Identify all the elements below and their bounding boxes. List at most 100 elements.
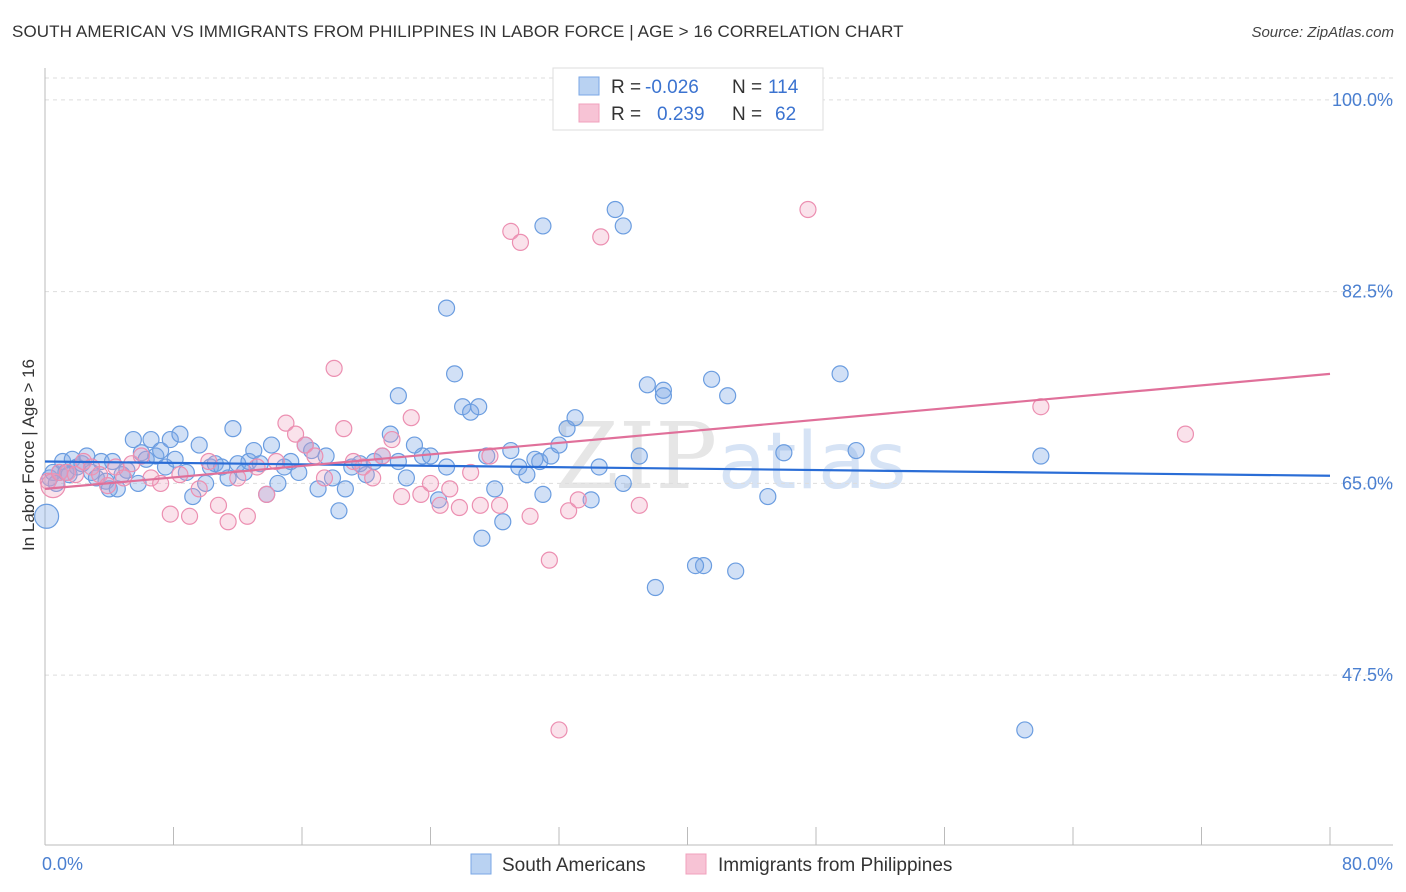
y-tick-label: 100.0% <box>1332 90 1393 110</box>
point-south-americans <box>638 376 656 394</box>
point-south-americans <box>582 491 600 509</box>
point-south-americans <box>269 474 287 493</box>
point-philippines <box>412 485 430 503</box>
point-philippines <box>180 507 199 525</box>
point-south-americans <box>719 387 737 405</box>
y-axis-title: In Labor Force | Age > 16 <box>19 359 38 551</box>
point-south-americans <box>702 370 721 388</box>
point-south-americans <box>654 381 673 399</box>
point-south-americans <box>389 387 407 405</box>
point-philippines <box>286 425 305 443</box>
point-south-americans <box>166 450 184 468</box>
legend-label-south-americans: South Americans <box>502 855 646 876</box>
point-south-americans <box>727 562 745 580</box>
point-philippines <box>383 430 401 449</box>
point-philippines <box>161 505 179 523</box>
point-philippines <box>277 414 295 432</box>
point-philippines <box>560 502 578 520</box>
point-philippines <box>335 420 353 438</box>
legend-r-label-pink: R = <box>611 104 641 125</box>
point-south-americans <box>330 502 348 520</box>
trend-line-south-americans <box>44 460 1331 477</box>
point-south-americans <box>550 436 568 454</box>
point-south-americans <box>1016 721 1034 739</box>
point-philippines <box>799 200 817 219</box>
legend-r-label-blue: R = <box>611 77 641 98</box>
point-south-americans <box>190 436 208 454</box>
point-south-americans <box>142 430 160 449</box>
point-south-americans <box>646 578 664 597</box>
point-south-americans <box>494 513 512 531</box>
point-philippines <box>315 469 334 487</box>
point-philippines <box>592 228 610 246</box>
point-south-americans <box>161 430 179 449</box>
watermark-atlas: atlas <box>718 417 907 507</box>
legend-n-value-blue: 114 <box>768 77 799 98</box>
legend-swatch-philippines <box>685 853 707 875</box>
point-south-americans <box>614 217 632 235</box>
point-philippines <box>209 496 228 514</box>
point-south-americans <box>686 556 705 575</box>
point-south-americans <box>34 503 60 529</box>
point-philippines <box>569 491 587 509</box>
point-philippines <box>306 447 324 465</box>
point-philippines <box>40 473 66 499</box>
point-south-americans <box>531 452 549 471</box>
point-philippines <box>511 233 530 251</box>
point-philippines <box>441 480 459 498</box>
point-south-americans <box>534 485 552 503</box>
point-philippines <box>462 463 480 482</box>
legend-label-philippines: Immigrants from Philippines <box>718 855 952 876</box>
point-philippines <box>171 466 189 484</box>
point-south-americans <box>534 217 552 235</box>
point-philippines <box>267 452 285 471</box>
point-south-americans <box>224 420 242 438</box>
point-south-americans <box>336 480 354 498</box>
point-philippines <box>238 507 256 525</box>
trend-lines <box>44 372 1331 490</box>
point-philippines <box>364 469 382 487</box>
point-philippines <box>190 480 208 498</box>
point-philippines <box>373 447 391 465</box>
point-philippines <box>431 496 449 514</box>
point-philippines <box>550 721 568 739</box>
point-south-americans <box>470 398 488 416</box>
point-south-americans <box>445 365 464 383</box>
stats-legend: R = -0.026 N = 114 R = 0.239 N = 62 <box>552 67 824 131</box>
point-philippines <box>258 485 276 503</box>
point-south-americans <box>309 480 327 498</box>
point-south-americans <box>614 474 632 493</box>
series-legend: South Americans Immigrants from Philippi… <box>470 853 952 876</box>
legend-swatch-blue <box>578 76 600 96</box>
point-south-americans <box>1032 447 1050 465</box>
point-south-americans <box>775 444 793 462</box>
point-south-americans <box>518 466 536 484</box>
legend-r-value-pink: 0.239 <box>657 104 705 125</box>
point-philippines <box>630 496 648 514</box>
point-south-americans <box>152 441 170 460</box>
point-south-americans <box>654 387 673 405</box>
point-south-americans <box>171 425 189 443</box>
point-south-americans <box>437 299 456 317</box>
point-philippines <box>248 458 266 476</box>
point-philippines <box>354 458 372 476</box>
point-philippines <box>490 496 509 514</box>
point-philippines <box>99 477 117 495</box>
point-philippines <box>450 498 469 517</box>
point-philippines <box>540 551 558 569</box>
y-tick-label: 82.5% <box>1342 282 1393 302</box>
source-label: Source: ZipAtlas.com <box>1251 24 1394 41</box>
point-philippines <box>132 447 150 465</box>
point-philippines <box>219 513 237 531</box>
point-south-americans <box>124 430 142 449</box>
point-philippines <box>200 452 218 471</box>
y-tick-labels: 47.5% 65.0% 82.5% 100.0% <box>1332 90 1393 685</box>
point-south-americans <box>831 365 849 383</box>
point-south-americans <box>486 480 504 498</box>
point-south-americans <box>397 469 416 487</box>
point-philippines <box>421 474 440 493</box>
point-south-americans <box>847 441 865 460</box>
point-south-americans <box>421 447 440 465</box>
legend-r-value-blue: -0.026 <box>645 77 699 98</box>
point-south-americans <box>262 436 281 454</box>
